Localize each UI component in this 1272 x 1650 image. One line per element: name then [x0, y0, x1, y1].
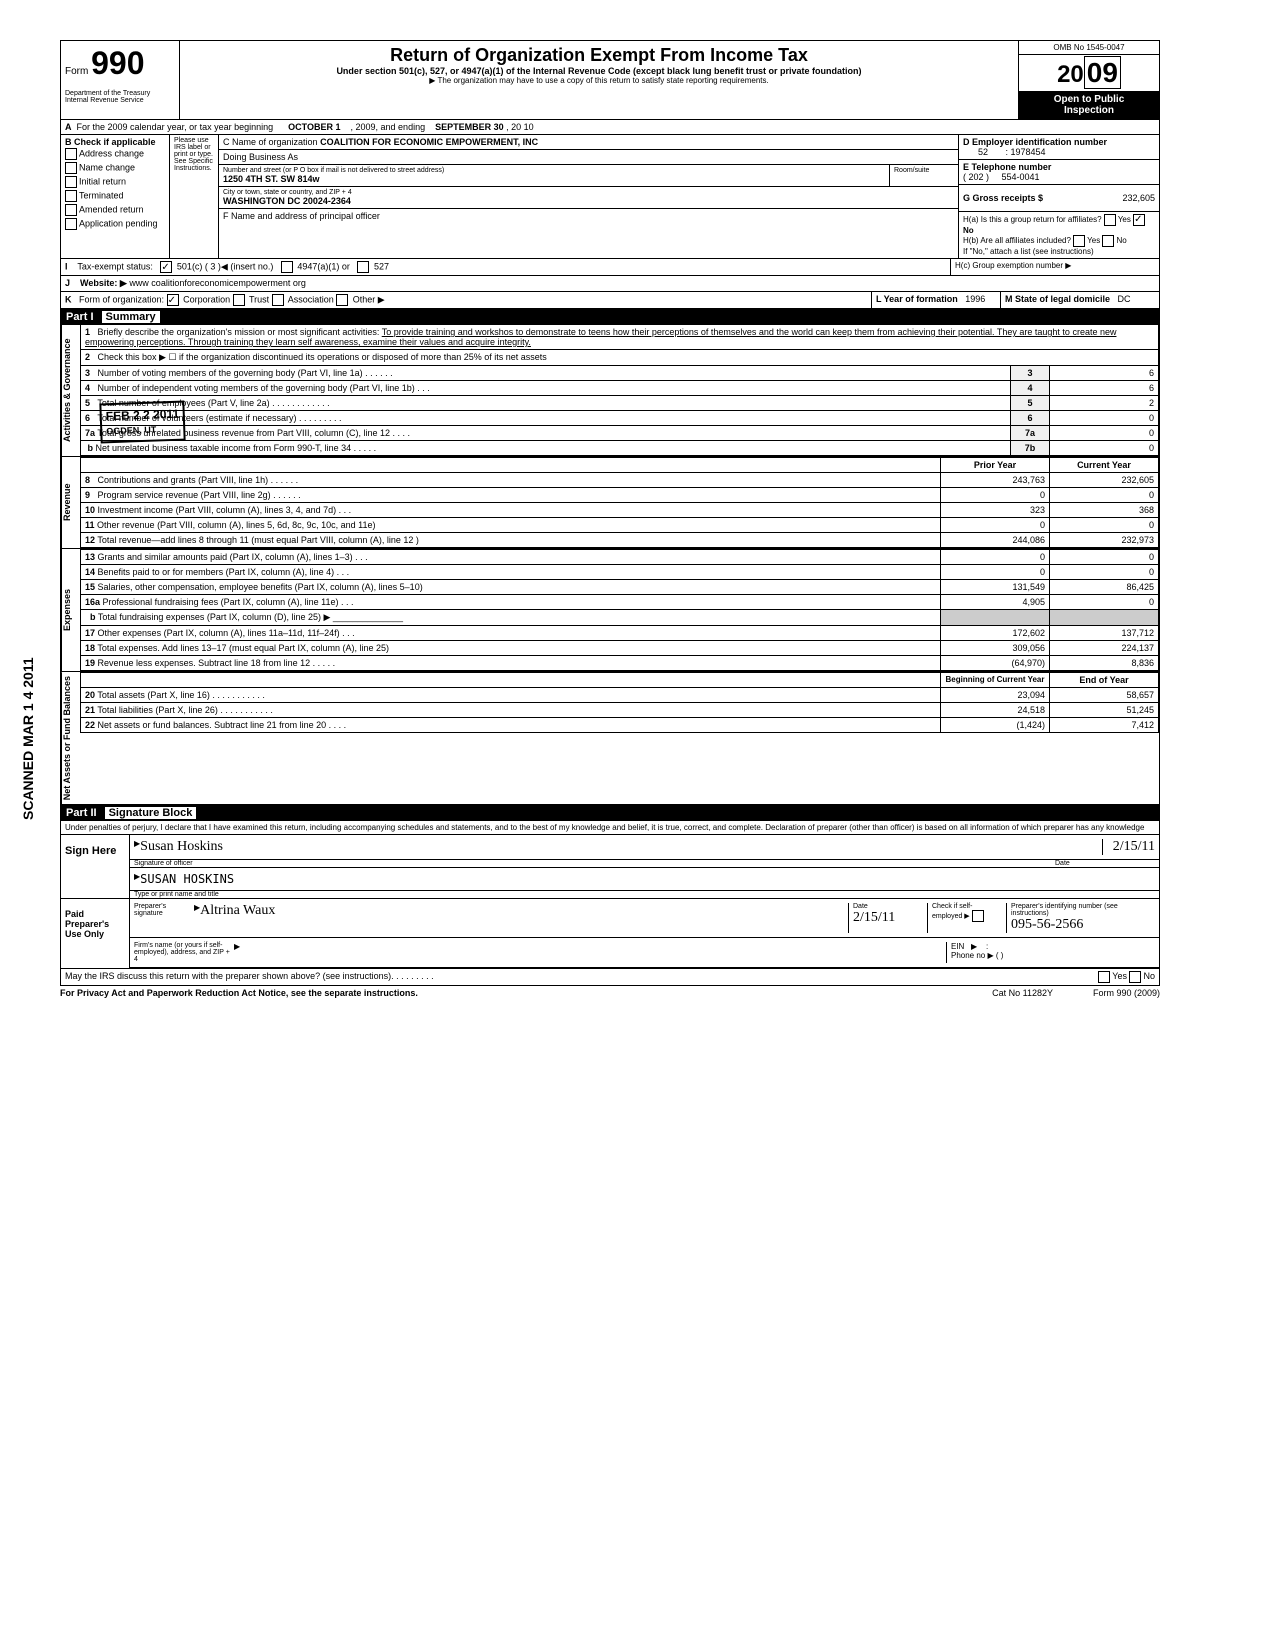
form-header: Form 990 Department of the Treasury Inte…	[60, 40, 1160, 120]
section-expenses: Expenses	[61, 549, 80, 671]
netassets-table: Beginning of Current YearEnd of Year 20 …	[80, 672, 1159, 733]
form-title: Return of Organization Exempt From Incom…	[184, 45, 1014, 66]
part1-header: Part ISummary	[60, 309, 1160, 325]
paid-preparer: Paid Preparer's Use Only Preparer's sign…	[60, 899, 1160, 969]
open-public: Open to PublicInspection	[1019, 91, 1159, 119]
header-block: B Check if applicable Address change Nam…	[60, 135, 1160, 259]
received-stamp: FEB 2 2 2011 OGDEN, UT	[99, 401, 186, 444]
form-subtitle: Under section 501(c), 527, or 4947(a)(1)…	[184, 66, 1014, 76]
line-i: I Tax-exempt status: 501(c) ( 3 )◀ (inse…	[60, 259, 1160, 276]
part2-header: Part IISignature Block	[60, 805, 1160, 821]
revenue-table: Prior YearCurrent Year 8 Contributions a…	[80, 457, 1159, 548]
form-number: Form 990	[65, 45, 175, 82]
footer: For Privacy Act and Paperwork Reduction …	[60, 986, 1160, 1000]
line-a: A For the 2009 calendar year, or tax yea…	[60, 120, 1160, 135]
irs-discuss: May the IRS discuss this return with the…	[60, 969, 1160, 986]
tax-year: 2009	[1019, 55, 1159, 91]
scanned-stamp: SCANNED MAR 1 4 2011	[20, 657, 36, 820]
line-j: J Website: ▶ www coalitionforeconomicemp…	[60, 276, 1160, 292]
expenses-table: 13 Grants and similar amounts paid (Part…	[80, 549, 1159, 671]
form-note: ▶ The organization may have to use a cop…	[184, 76, 1014, 85]
dept-treasury: Department of the Treasury Internal Reve…	[65, 90, 175, 104]
perjury-statement: Under penalties of perjury, I declare th…	[60, 821, 1160, 835]
section-governance: Activities & Governance	[61, 325, 80, 456]
sign-here: Sign Here ▶ Susan Hoskins 2/15/11 Signat…	[60, 835, 1160, 899]
section-netassets: Net Assets or Fund Balances	[61, 672, 80, 804]
section-revenue: Revenue	[61, 457, 80, 548]
governance-table: 1 Briefly describe the organization's mi…	[80, 325, 1159, 456]
omb-number: OMB No 1545-0047	[1019, 41, 1159, 55]
line-k: K Form of organization: Corporation Trus…	[60, 292, 1160, 309]
